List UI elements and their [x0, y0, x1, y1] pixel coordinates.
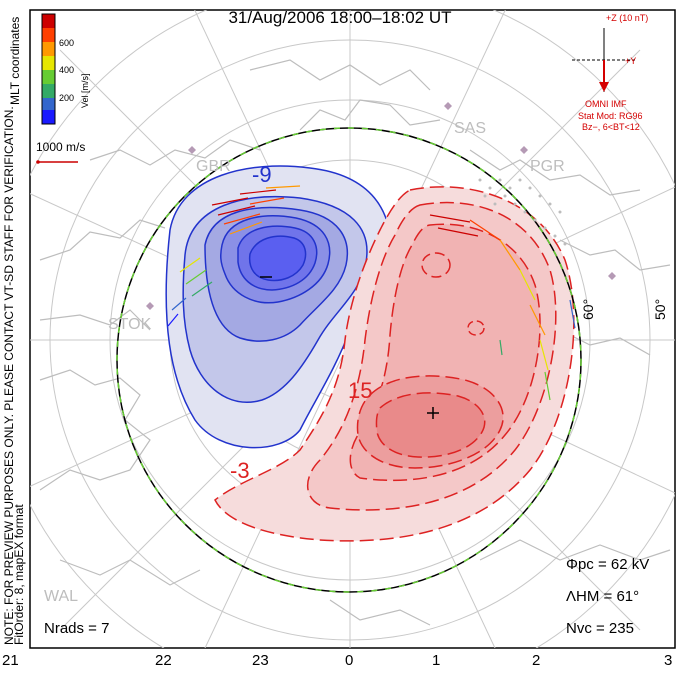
imf-model: Stat Mod: RG96 — [578, 111, 643, 121]
station-wal: WAL — [44, 588, 79, 605]
lat-label-60: 60° — [580, 298, 596, 320]
station-sas: SAS — [454, 120, 487, 137]
page-title: 31/Aug/2006 18:00–18:02 UT — [228, 8, 452, 27]
mlt-tick-22: 22 — [155, 652, 172, 669]
hm-boundary-green — [116, 127, 582, 593]
contour-label-neg9: -9 — [252, 162, 272, 187]
imf-z-label: +Z (10 nT) — [606, 13, 649, 23]
stat-n-rads: Nrads = 7 — [44, 620, 110, 637]
colorbar-swatches — [41, 13, 56, 125]
colorbar-tick-600: 600 — [59, 38, 75, 48]
scale-label: 1000 m/s — [36, 140, 86, 154]
contour-label-15: 15 — [348, 378, 373, 403]
negative-cell — [165, 165, 392, 449]
mlt-tick-0: 0 — [345, 652, 354, 669]
mlt-tick-3: 3 — [664, 652, 673, 669]
stat-lambda-hm: ΛHM = 61° — [566, 588, 640, 605]
velocity-vectors — [167, 185, 576, 401]
mlt-tick-2: 2 — [532, 652, 541, 669]
contour-label-neg3: -3 — [230, 458, 250, 483]
positive-cell — [214, 186, 575, 542]
fit-order-note: FitOrder: 8, mapEX format — [12, 504, 26, 645]
station-gbr: GBR — [196, 158, 231, 175]
mlt-label: MLT coordinates — [8, 16, 22, 105]
colorbar-label: Vel [m/s] — [80, 73, 90, 108]
imf-condition: Bz−, 6<BT<12 — [582, 122, 640, 132]
station-pgr: PGR — [530, 158, 565, 175]
stat-phi-pc: Φpc = 62 kV — [566, 556, 650, 573]
imf-dial — [572, 28, 636, 92]
imf-y-label: +Y — [625, 56, 637, 66]
mlt-tick-23: 23 — [252, 652, 269, 669]
lat-label-50: 50° — [652, 298, 668, 320]
mlt-tick-21: 21 — [2, 652, 19, 669]
radar-fov-dots — [478, 178, 567, 246]
colorbar-tick-400: 400 — [59, 65, 75, 75]
mlt-tick-1: 1 — [432, 652, 441, 669]
station-markers — [146, 102, 616, 310]
imf-source: OMNI IMF — [585, 99, 627, 109]
stat-n-vc: Nvc = 235 — [566, 620, 634, 637]
station-stok: STOK — [108, 316, 152, 333]
colorbar-tick-200: 200 — [59, 93, 75, 103]
